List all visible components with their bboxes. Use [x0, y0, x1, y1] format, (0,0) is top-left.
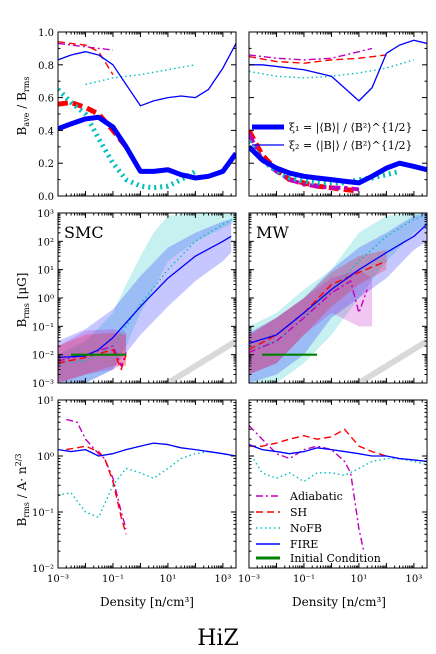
nofb-dotted-line — [58, 216, 236, 364]
mw-panel-label: MW — [256, 223, 289, 242]
x-tick-label: 10³ — [406, 574, 423, 585]
fire-thick-line — [249, 145, 427, 186]
xi2-legend-label: ξ₂ = ⟨|B|⟩ / ⟨B²⟩^{1/2} — [289, 139, 412, 153]
y-tick-label: 0.8 — [38, 61, 54, 72]
nofb-legend-label: NoFB — [290, 522, 322, 535]
y-tick-label: 0.6 — [38, 94, 54, 105]
plot-area — [249, 213, 427, 383]
x-tick-label: 10⁻³ — [47, 574, 69, 585]
plot-area — [249, 425, 427, 552]
fire-thin-line — [58, 442, 236, 457]
panel-top-right — [248, 31, 428, 197]
panel-middle-left: 10⁻³ 10⁻² 10⁻¹ 10⁰ 10¹ 10² 10³ — [32, 209, 237, 390]
nofb-thickdot-line — [58, 87, 197, 191]
sh-dashed-line — [58, 348, 127, 371]
adiabatic-dashdot-line — [249, 425, 365, 552]
x-tick-label: 10⁻¹ — [293, 574, 315, 585]
initial-legend-label: Initial Condition — [290, 552, 381, 565]
x-tick-label: 10¹ — [351, 574, 368, 585]
plot-area — [58, 418, 236, 535]
smc-panel-label: SMC — [64, 223, 104, 242]
fire-thick-line — [58, 114, 236, 181]
plot-area — [58, 41, 236, 191]
y-tick-label: 10⁰ — [37, 452, 54, 463]
y-axis-label-bottom: Brms / A· n2/3 — [14, 454, 31, 527]
x-tick-label: 10⁻³ — [238, 574, 260, 585]
y-axis-label-middle: Brms [μG] — [15, 273, 31, 328]
sh-legend-label: SH — [290, 506, 307, 519]
y-tick-label: 0.4 — [38, 126, 54, 137]
fire-legend-label: FIRE — [290, 538, 318, 551]
x-tick-label: 10³ — [215, 574, 232, 585]
y-tick-label: 10³ — [37, 209, 54, 220]
fire-range-band — [58, 219, 232, 383]
axes-frame — [248, 399, 428, 569]
panel-top-left: 0.0 0.2 0.4 0.6 0.8 1.0 — [38, 28, 237, 203]
nofb-range-band — [58, 213, 236, 383]
adiabatic-legend-label: Adiabatic — [289, 490, 343, 503]
sh-dashed-line — [249, 428, 387, 457]
plot-area — [58, 213, 236, 383]
grey_line-greythick-line — [357, 338, 427, 383]
y-tick-label: 10⁻¹ — [32, 508, 54, 519]
nofb-dotted-line — [249, 59, 415, 79]
xi1-legend-label: ξ₁ = |⟨B⟩| / ⟨B²⟩^{1/2} — [289, 121, 412, 135]
sh-range-band — [58, 332, 127, 383]
sh-dashed-line — [58, 41, 114, 76]
fire-thin-line — [58, 43, 236, 107]
nofb-dotted-line — [58, 450, 236, 519]
x-axis-label-right: Density [n/cm³] — [292, 595, 386, 609]
y-tick-label: 10⁰ — [37, 294, 54, 305]
model-legend: Adiabatic SH NoFB FIRE Initial Condition — [256, 490, 381, 565]
y-tick-label: 0.0 — [38, 192, 54, 203]
panel-bottom-right: 10⁻³ 10⁻¹ 10¹ 10³ — [238, 399, 428, 585]
y-axis-label-top: Bave / Brms — [15, 77, 31, 136]
xi-legend: ξ₁ = |⟨B⟩| / ⟨B²⟩^{1/2} ξ₂ = ⟨|B|⟩ / ⟨B²… — [252, 121, 412, 153]
y-tick-label: 10² — [37, 237, 54, 248]
y-tick-label: 10⁻² — [32, 351, 54, 362]
y-tick-label: 10⁻³ — [32, 379, 54, 390]
sh-dashed-line — [249, 54, 387, 64]
plot-area — [249, 39, 427, 194]
fire-thin-line — [249, 39, 427, 102]
sh-range-band — [249, 249, 387, 375]
adiabatic-dashdot-line — [58, 42, 114, 51]
fire-thin-line — [249, 223, 427, 345]
sh-dashed-line — [66, 445, 127, 535]
y-tick-label: 10⁻¹ — [32, 322, 54, 333]
x-axis-label-left: Density [n/cm³] — [100, 595, 194, 609]
grey_line-greythick-line — [166, 338, 236, 383]
figure-caption: HiZ — [197, 626, 239, 651]
adiabatic-range-band — [249, 269, 373, 375]
sh-dashed-line — [249, 260, 387, 351]
nofb-dotted-line — [85, 64, 196, 86]
panel-bottom-left: 10⁻³ 10⁻¹ 10¹ 10³ 10⁻² 10⁻¹ 10⁰ 10¹ — [32, 396, 237, 585]
axes-frame — [57, 399, 237, 569]
y-tick-label: 10¹ — [37, 396, 54, 407]
y-tick-label: 10⁻² — [32, 564, 54, 575]
y-tick-label: 10¹ — [37, 266, 54, 277]
nofb-dotted-line — [249, 213, 427, 351]
panel-middle-right — [248, 212, 428, 384]
y-tick-label: 1.0 — [38, 28, 54, 39]
x-tick-label: 10¹ — [160, 574, 177, 585]
x-tick-label: 10⁻¹ — [102, 574, 124, 585]
adiabatic-dashdot-line — [66, 418, 127, 530]
y-tick-label: 0.2 — [38, 159, 54, 170]
fire-thin-line — [249, 443, 427, 463]
